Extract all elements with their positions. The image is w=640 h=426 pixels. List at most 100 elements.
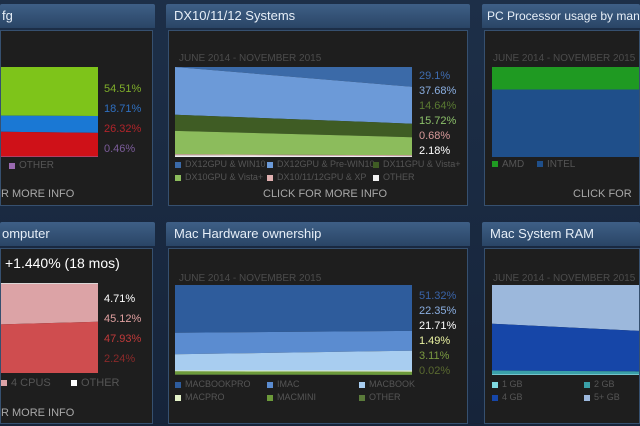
legend-item-dx12gpu-pre-win10: DX12GPU & Pre-WIN10 [267, 159, 375, 169]
legend-label: OTHER [383, 172, 415, 182]
percent-label: 2.24% [104, 353, 136, 365]
area-band-1-gb [492, 374, 639, 375]
area-band-other [1, 283, 98, 284]
date-range: JUNE 2014 - NOVEMBER 2015 [179, 53, 322, 64]
percent-label: 14.64% [419, 100, 457, 112]
legend-item-4-cpus: 4 CPUS [1, 377, 51, 389]
legend-swatch [71, 380, 77, 387]
area-band-dx12gpu-pre-win10 [175, 67, 412, 124]
legend-swatch [359, 394, 365, 401]
date-range: JUNE 2014 - NOVEMBER 2015 [493, 53, 636, 64]
panel-dx-systems[interactable]: DX10/11/12 Systems JUNE 2014 - NOVEMBER … [166, 4, 470, 208]
percent-label: 0.46% [104, 143, 136, 155]
legend-item-4-gb: 4 GB [492, 392, 523, 402]
area-band-series-1 [1, 67, 98, 117]
legend-label: OTHER [369, 392, 401, 402]
percent-label: 51.32% [419, 290, 457, 302]
panel-cpus-cropped[interactable]: omputer +1.440% (18 mos) 4.71% 45.12% 47.9… [0, 222, 155, 424]
legend-label: 2 GB [594, 379, 615, 389]
area-band-amd [492, 67, 639, 90]
legend-swatch [373, 174, 379, 181]
percent-labels: 29.1% 37.68% 14.64% 15.72% 0.68% 2.18% [419, 69, 456, 159]
area-band-4-cpus [1, 321, 98, 373]
area-chart [175, 67, 412, 157]
legend-item-2-gb: 2 GB [584, 379, 615, 389]
percent-label: 26.32% [104, 123, 142, 135]
more-info-link[interactable]: R MORE INFO [1, 407, 75, 419]
area-band-4-gb [492, 323, 639, 372]
legend-label: MACBOOKPRO [185, 379, 251, 389]
legend-item-macbook: MACBOOK [359, 379, 415, 389]
percent-label: 2.18% [419, 145, 451, 157]
percent-label: 54.51% [104, 83, 142, 95]
legend-item-5-gb: 5+ GB [584, 392, 620, 402]
panel-title: fg [0, 4, 155, 28]
legend-item-intel: INTEL [537, 159, 575, 170]
legend-swatch [175, 161, 181, 168]
legend-swatch [584, 394, 590, 401]
legend-item-other: OTHER [71, 377, 120, 389]
area-band-dx12gpu-win10 [175, 67, 412, 87]
legend-label: DX12GPU & Pre-WIN10 [277, 159, 375, 169]
panel-body: 54.51% 18.71% 26.32% 0.46% OTHER R MORE INF… [0, 30, 153, 206]
legend-swatch [584, 381, 590, 388]
panel-title: Mac System RAM [482, 222, 640, 246]
legend-label: DX10/11/12GPU & XP [277, 172, 367, 182]
legend-label: MACBOOK [369, 379, 416, 389]
legend-swatch [267, 381, 273, 388]
percent-label: 0.68% [419, 130, 451, 142]
area-band-other [175, 374, 412, 375]
area-band-macpro [175, 370, 412, 372]
panel-title: PC Processor usage by man [482, 4, 640, 28]
legend-label: OTHER [81, 377, 120, 389]
more-info-link[interactable]: CLICK FOR MORE INFO [263, 188, 388, 200]
panel-cpu-vendor-cropped[interactable]: fg 54.51% 18.71% 26.32% 0.46% OTHER R MORE … [0, 4, 155, 208]
legend-label: AMD [502, 159, 525, 170]
area-chart [1, 67, 98, 157]
legend-item-other: OTHER [373, 172, 415, 182]
percent-labels: 54.51% 18.71% 26.32% 0.46% [104, 79, 141, 159]
legend-label: MACMINI [277, 392, 316, 402]
legend-item-dx11gpu-vista: DX11GPU & Vista+ [373, 159, 460, 169]
more-info-link[interactable]: CLICK FOR [573, 188, 632, 200]
legend-label: 1 GB [502, 379, 523, 389]
more-info-link[interactable]: R MORE INFO [1, 188, 75, 200]
panel-mac-hardware[interactable]: Mac Hardware ownership JUNE 2014 - NOVEM… [166, 222, 470, 424]
area-band-5-gb [492, 285, 639, 331]
legend-item-dx12gpu-win10: DX12GPU & WIN10 [175, 159, 266, 169]
legend-label: 4 GB [502, 392, 523, 402]
area-band-dx10-11-12gpu-xp [175, 154, 412, 157]
legend-swatch [175, 394, 181, 401]
percent-labels: 4.71% 45.12% 47.93% 2.24% [104, 289, 141, 369]
legend-label: DX11GPU & Vista+ [383, 159, 461, 169]
legend-swatch [9, 162, 15, 169]
legend-label: 4 CPUS [11, 377, 51, 389]
panel-processor-manufacturer[interactable]: PC Processor usage by man JUNE 2014 - NO… [482, 4, 640, 208]
percent-label: 1.49% [419, 335, 451, 347]
legend-item-imac: IMAC [267, 379, 300, 389]
panel-body: +1.440% (18 mos) 4.71% 45.12% 47.93% 2.24% … [0, 248, 153, 424]
percent-label: 18.71% [104, 103, 142, 115]
area-chart [492, 285, 639, 375]
percent-label: 37.68% [419, 85, 457, 97]
area-band-series-2 [1, 115, 98, 133]
area-band-macmini [175, 371, 412, 375]
date-range: JUNE 2014 - NOVEMBER 2015 [493, 273, 636, 284]
legend-label: DX12GPU & WIN10 [185, 159, 266, 169]
panel-mac-ram[interactable]: Mac System RAM JUNE 2014 - NOVEMBER 2015… [482, 222, 640, 424]
area-band-series-3 [1, 131, 98, 157]
legend-item-dx10-11-12gpu-xp: DX10/11/12GPU & XP [267, 172, 366, 182]
area-band-2-gb [492, 370, 639, 375]
legend-swatch [175, 174, 181, 181]
panel-body: JUNE 2014 - NOVEMBER 2015 29.1% 37.68% 14.… [168, 30, 468, 206]
percent-label: 4.71% [104, 293, 136, 305]
area-band-imac [175, 330, 412, 355]
legend-item-macpro: MACPRO [175, 392, 225, 402]
percent-label: 22.35% [419, 305, 457, 317]
area-band-dx10gpu-vista [175, 130, 412, 156]
panel-title: DX10/11/12 Systems [166, 4, 470, 28]
panel-body: JUNE 2014 - NOVEMBER 2015 AMD INTEL CLICK… [484, 30, 640, 206]
area-band-dx11gpu-vista [175, 114, 412, 138]
panel-body: JUNE 2014 - NOVEMBER 2015 1 GB 2 GB 4 GB 5+… [484, 248, 640, 424]
legend-swatch [267, 394, 273, 401]
